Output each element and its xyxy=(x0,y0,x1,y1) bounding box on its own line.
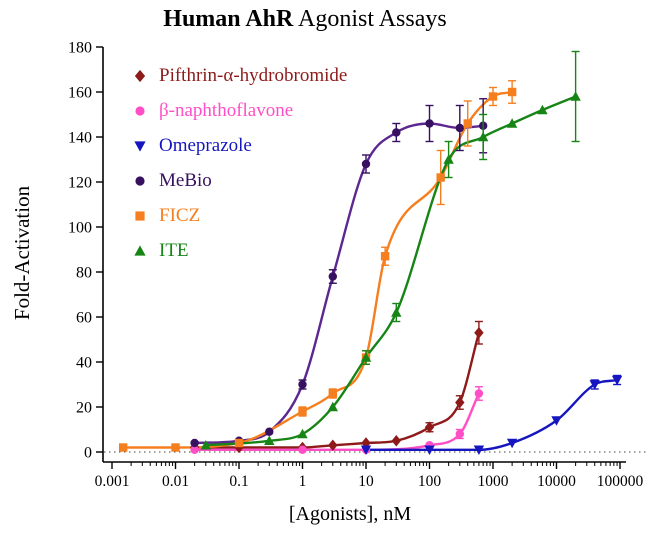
legend-label: β-naphthoflavone xyxy=(159,99,294,121)
data-point-circle xyxy=(474,389,484,398)
legend-label: Pifthrin-α-hydrobromide xyxy=(159,64,348,86)
data-point-circle xyxy=(298,445,307,454)
data-point-square xyxy=(488,92,498,101)
y-tick-label: 140 xyxy=(68,130,92,147)
data-point-circle xyxy=(190,445,199,454)
data-point-diamond xyxy=(391,435,401,447)
data-point-triangle-up xyxy=(360,352,372,362)
chart-title-bold: Human AhR xyxy=(163,6,294,32)
legend-item: FICZ xyxy=(132,198,347,233)
data-point-diamond xyxy=(424,421,435,433)
data-point-triangle-up xyxy=(391,307,402,317)
series-curve-5 xyxy=(204,95,577,447)
data-point-diamond xyxy=(234,441,244,454)
y-tick-label: 60 xyxy=(76,310,92,327)
data-point-square xyxy=(118,443,128,452)
y-tick-label: 0 xyxy=(84,445,92,462)
data-point-triangle-up xyxy=(570,91,581,101)
y-tick-label: 40 xyxy=(76,355,92,372)
data-point-triangle-up xyxy=(506,118,518,128)
data-point-triangle-up xyxy=(327,401,338,412)
data-point-diamond xyxy=(328,439,338,451)
data-point-triangle-up xyxy=(264,435,275,445)
diamond-marker-icon xyxy=(134,69,146,82)
data-point-triangle-up xyxy=(200,440,211,450)
data-point-triangle-down xyxy=(506,438,518,449)
x-tick-label: 100000 xyxy=(597,473,644,490)
chart-title-rest: Agonist Assays xyxy=(293,6,447,32)
data-point-square xyxy=(328,389,337,398)
legend-item: MeBio xyxy=(132,163,347,198)
data-point-triangle-up xyxy=(443,154,454,164)
data-point-triangle-down xyxy=(134,140,146,152)
x-tick-label: 100 xyxy=(418,473,442,490)
y-tick-label: 160 xyxy=(68,85,92,102)
data-point-square xyxy=(507,87,517,97)
data-point-triangle-down xyxy=(551,416,562,426)
data-point-circle xyxy=(455,123,464,133)
data-point-triangle-down xyxy=(424,445,435,455)
triangle-up-marker-icon xyxy=(134,244,146,256)
data-point-square xyxy=(171,443,180,452)
data-point-circle xyxy=(135,105,145,116)
x-tick-label: 1000 xyxy=(478,473,509,490)
data-point-square xyxy=(135,210,145,221)
data-point-triangle-down xyxy=(611,375,623,386)
data-point-square xyxy=(234,438,244,448)
data-point-circle xyxy=(392,128,401,137)
data-point-circle xyxy=(361,159,371,169)
data-point-circle xyxy=(298,380,307,389)
data-point-circle xyxy=(425,119,434,128)
x-axis-label: [Agonists], nM xyxy=(288,503,412,525)
chart-title: Human AhR Agonist Assays xyxy=(90,6,520,33)
data-point-triangle-up xyxy=(134,244,146,256)
legend-item: Pifthrin-α-hydrobromide xyxy=(132,58,347,93)
data-point-circle xyxy=(455,429,464,439)
data-point-circle xyxy=(265,427,274,436)
x-tick-label: 1 xyxy=(299,473,307,490)
data-point-circle xyxy=(328,272,337,281)
y-tick-label: 20 xyxy=(76,400,92,417)
legend-label: FICZ xyxy=(159,204,201,226)
legend-label: ITE xyxy=(159,239,189,261)
data-point-triangle-down xyxy=(360,445,372,455)
data-point-diamond xyxy=(455,396,465,409)
triangle-down-marker-icon xyxy=(134,140,146,152)
data-point-triangle-down xyxy=(589,380,600,390)
circle-marker-icon xyxy=(135,175,145,186)
x-tick-label: 10000 xyxy=(537,473,576,490)
x-tick-label: 10 xyxy=(358,473,374,490)
data-point-triangle-up xyxy=(297,428,308,439)
y-tick-label: 80 xyxy=(76,265,92,282)
data-point-triangle-down xyxy=(473,445,485,455)
y-tick-label: 100 xyxy=(68,220,92,237)
x-tick-label: 0.001 xyxy=(95,473,130,490)
data-point-triangle-up xyxy=(537,104,548,115)
data-point-square xyxy=(436,173,445,182)
legend-label: Omeprazole xyxy=(159,134,252,156)
legend-label: MeBio xyxy=(159,169,212,191)
circle-marker-icon xyxy=(135,105,145,116)
data-point-square xyxy=(463,119,472,128)
data-point-diamond xyxy=(134,69,146,82)
series-curve-3 xyxy=(193,122,485,445)
data-point-circle xyxy=(135,175,145,186)
data-point-diamond xyxy=(474,327,484,339)
y-axis-label: Fold-Activation xyxy=(10,185,34,321)
x-tick-label: 0.01 xyxy=(162,473,189,490)
square-marker-icon xyxy=(135,210,145,221)
x-tick-label: 0.1 xyxy=(229,473,248,490)
y-tick-label: 180 xyxy=(68,40,92,57)
legend-item: ITE xyxy=(132,233,347,268)
y-tick-label: 120 xyxy=(68,175,92,192)
data-point-square xyxy=(380,252,390,261)
data-point-triangle-up xyxy=(477,131,489,142)
data-point-square xyxy=(298,407,307,416)
legend: Pifthrin-α-hydrobromide β-naphthoflavone O… xyxy=(132,58,347,268)
legend-item: Omeprazole xyxy=(132,128,347,163)
data-point-circle xyxy=(190,438,199,448)
legend-item: β-naphthoflavone xyxy=(132,93,347,128)
